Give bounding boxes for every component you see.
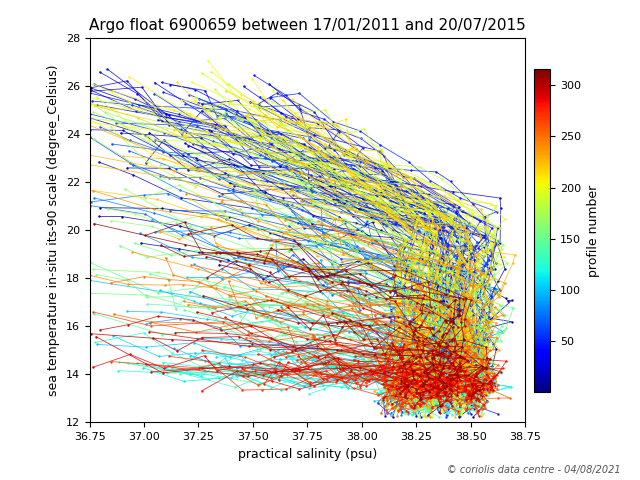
Y-axis label: profile number: profile number	[587, 184, 600, 276]
X-axis label: practical salinity (psu): practical salinity (psu)	[237, 448, 377, 461]
Text: © coriolis data centre - 04/08/2021: © coriolis data centre - 04/08/2021	[447, 465, 621, 475]
Title: Argo float 6900659 between 17/01/2011 and 20/07/2015: Argo float 6900659 between 17/01/2011 an…	[89, 18, 525, 33]
Y-axis label: sea temperature in-situ its-90 scale (degree_Celsius): sea temperature in-situ its-90 scale (de…	[47, 65, 60, 396]
